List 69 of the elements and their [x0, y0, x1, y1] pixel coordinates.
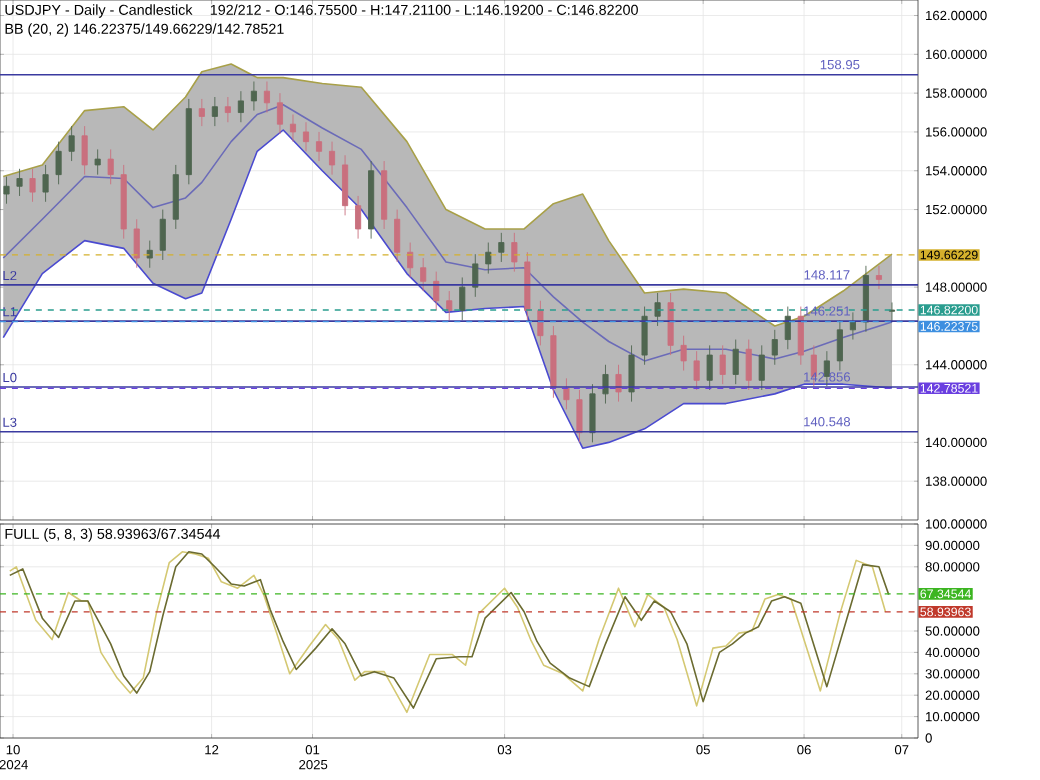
candlestick: [146, 240, 153, 269]
candlestick: [342, 154, 349, 216]
candlestick: [498, 232, 505, 263]
candlestick: [263, 81, 270, 113]
candlestick: [667, 292, 674, 356]
candlestick: [771, 329, 778, 366]
candlestick: [797, 306, 804, 366]
candlestick: [94, 148, 101, 176]
candlestick: [511, 232, 518, 273]
candlestick: [693, 350, 700, 391]
candlestick: [641, 306, 648, 366]
candlestick: [16, 168, 23, 197]
candlestick: [355, 195, 362, 240]
candlestick: [185, 98, 192, 185]
candlestick: [628, 344, 635, 403]
candlestick: [68, 125, 75, 162]
candlestick: [289, 114, 297, 143]
candlestick: [172, 164, 179, 230]
candlestick: [276, 92, 284, 135]
line-series: [2, 103, 893, 362]
candlestick: [680, 335, 687, 372]
candlestick: [472, 253, 479, 298]
candlestick: [836, 319, 843, 372]
candlestick: [198, 98, 205, 127]
candlestick: [55, 141, 62, 185]
candlestick: [81, 125, 88, 176]
candlestick: [381, 160, 388, 230]
candlestick: [368, 160, 375, 240]
candlestick: [302, 121, 310, 152]
candlestick: [875, 265, 882, 290]
candlestick: [706, 344, 713, 391]
candlestick: [250, 81, 257, 112]
candlestick: [29, 168, 36, 203]
candlestick: [654, 292, 661, 327]
candlestick: [550, 325, 557, 399]
line-series: [2, 129, 893, 449]
candlestick: [862, 265, 869, 333]
candlestick: [420, 257, 427, 292]
candlestick: [3, 176, 10, 205]
candlestick: [315, 131, 323, 162]
candlestick: [237, 90, 244, 123]
candlestick: [120, 164, 127, 240]
candlestick: [563, 377, 570, 410]
candlestick: [576, 389, 583, 443]
candlestick: [42, 164, 49, 203]
candlestick: [758, 344, 765, 391]
candlestick: [732, 339, 739, 385]
candlestick: [394, 209, 401, 263]
candlestick: [159, 209, 166, 261]
candlestick: [224, 96, 231, 123]
candlestick: [459, 277, 466, 321]
candlestick: [589, 383, 596, 443]
candlestick: [537, 300, 544, 346]
candlestick: [888, 302, 896, 323]
candlestick: [719, 344, 726, 385]
candlestick: [784, 306, 791, 350]
candlestick: [107, 148, 114, 185]
candlestick: [211, 96, 218, 127]
candlestick: [615, 364, 622, 403]
line-series: [2, 63, 893, 327]
candlestick: [849, 311, 856, 340]
candlestick: [745, 339, 752, 391]
candlestick: [485, 242, 492, 275]
candlestick: [407, 242, 414, 278]
candlestick: [446, 290, 453, 321]
candlestick: [602, 364, 609, 405]
candlestick: [133, 218, 140, 269]
candlestick: [524, 251, 531, 321]
candlestick: [329, 141, 336, 176]
